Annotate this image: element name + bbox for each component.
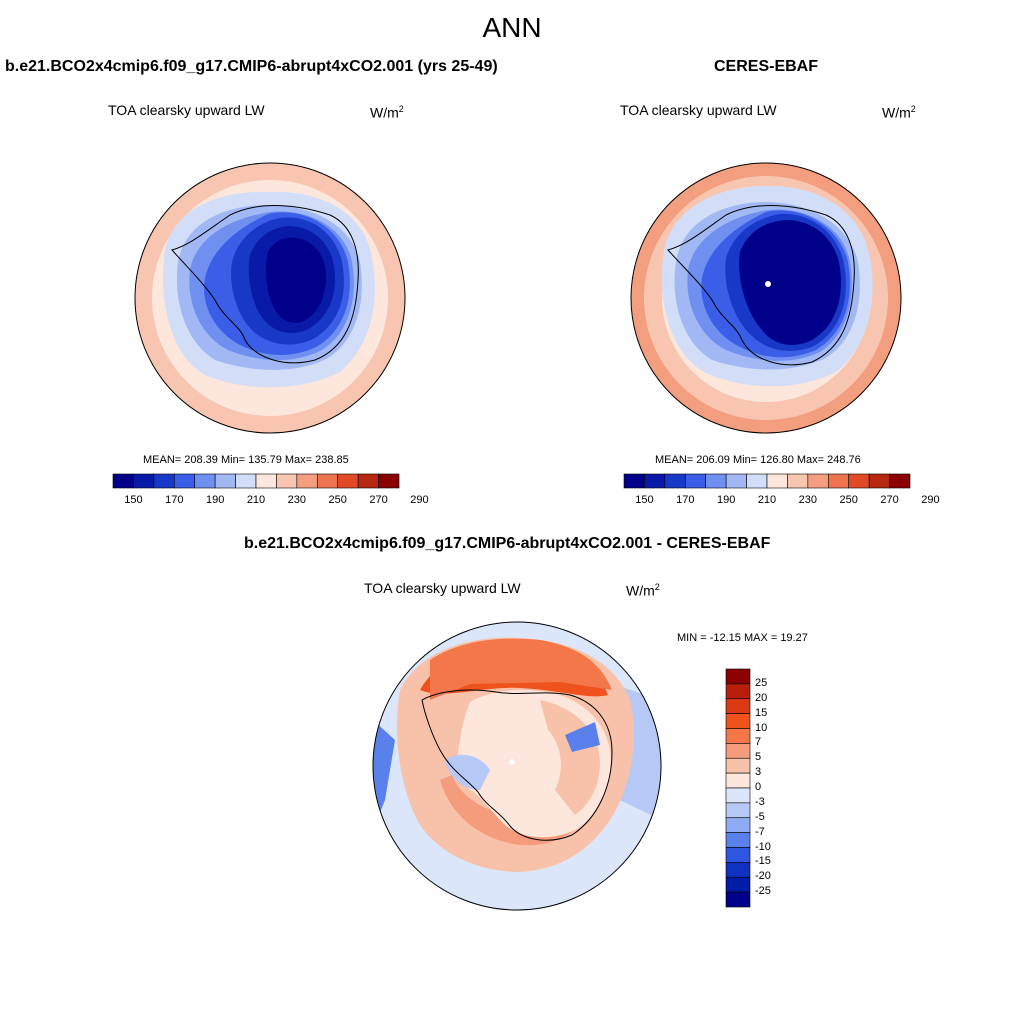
model-colorbar-cell	[276, 473, 298, 489]
diff-stats: MIN = -12.15 MAX = 19.27	[677, 632, 808, 644]
obs-colorbar-cell	[644, 473, 666, 489]
diff-colorbar-tick-label: -25	[755, 885, 771, 898]
model-colorbar	[112, 473, 400, 489]
obs-colorbar-tick-label: 150	[635, 494, 654, 506]
model-colorbar-tick-label: 250	[328, 494, 347, 506]
diff-colorbar-tick-label: -10	[755, 840, 771, 853]
obs-stats: MEAN= 206.09 Min= 126.80 Max= 248.76	[655, 454, 861, 466]
obs-colorbar	[623, 473, 911, 489]
obs-colorbar-cell	[766, 473, 788, 489]
obs-colorbar-cell	[868, 473, 890, 489]
obs-units: W/m2	[882, 104, 916, 121]
main-title: ANN	[482, 12, 542, 43]
diff-colorbar-tick-label: 7	[755, 736, 762, 749]
diff-colorbar-tick-label: -15	[755, 855, 771, 868]
diff-colorbar-tick-label: 5	[755, 751, 762, 764]
model-colorbar-tick-label: 190	[205, 494, 225, 506]
diff-colorbar-cell	[725, 891, 751, 908]
diff-colorbar-tick-label: 15	[755, 706, 768, 719]
obs-colorbar-cell	[623, 473, 645, 489]
model-colorbar-cell	[378, 473, 400, 489]
model-variable-label: TOA clearsky upward LW	[108, 102, 265, 118]
model-colorbar-cell	[112, 473, 134, 489]
obs-colorbar-tick-label: 250	[839, 494, 858, 506]
model-colorbar-cell	[296, 473, 318, 489]
obs-colorbar-tick-label: 210	[757, 494, 777, 506]
diff-colorbar-cell	[725, 713, 751, 729]
obs-colorbar-cell	[746, 473, 768, 489]
model-colorbar-cell	[173, 473, 196, 489]
diff-panel-heading: b.e21.BCO2x4cmip6.f09_g17.CMIP6-abrupt4x…	[244, 535, 771, 552]
obs-colorbar-cell	[725, 473, 747, 489]
model-colorbar-cell	[235, 473, 257, 489]
model-panel-heading: b.e21.BCO2x4cmip6.f09_g17.CMIP6-abrupt4x…	[5, 58, 498, 75]
model-colorbar-tick-label: 270	[369, 494, 388, 506]
model-stats: MEAN= 208.39 Min= 135.79 Max= 238.85	[143, 454, 349, 466]
model-units: W/m2	[370, 104, 404, 121]
diff-colorbar-tick-label: -3	[755, 795, 765, 808]
diff-colorbar-cell	[725, 683, 751, 700]
obs-colorbar-cell	[664, 473, 686, 489]
obs-colorbar-tick-label: 290	[921, 494, 940, 506]
obs-colorbar-tick-label: 270	[880, 494, 899, 506]
diff-colorbar-cell	[725, 728, 751, 744]
model-colorbar-tick-label: 210	[246, 494, 266, 506]
diff-variable-label: TOA clearsky upward LW	[364, 580, 521, 596]
diff-colorbar-cell	[725, 876, 751, 893]
model-polar-map	[135, 163, 405, 433]
diff-colorbar-tick-label: -7	[755, 825, 765, 838]
obs-panel-heading: CERES-EBAF	[714, 58, 819, 75]
obs-colorbar-cell	[705, 473, 727, 489]
diff-colorbar-cell	[725, 668, 751, 685]
model-colorbar-cell	[194, 473, 216, 489]
model-colorbar-cell	[153, 473, 175, 489]
diff-colorbar-cell	[725, 698, 751, 714]
diff-polar-map	[373, 622, 661, 910]
model-colorbar-cell	[357, 473, 379, 489]
model-colorbar-tick-label: 150	[124, 494, 143, 506]
model-colorbar-tick-label: 230	[287, 494, 307, 506]
model-map-border	[134, 162, 406, 434]
diff-colorbar-cell	[725, 847, 751, 863]
diff-colorbar-tick-label: 25	[755, 676, 768, 689]
diff-colorbar-tick-label: -5	[755, 810, 765, 823]
diff-colorbar-cell	[725, 743, 751, 759]
obs-colorbar-cell	[684, 473, 707, 489]
diff-colorbar-cell	[725, 832, 751, 848]
obs-colorbar-tick-label: 190	[716, 494, 736, 506]
model-colorbar-cell	[133, 473, 155, 489]
diff-colorbar-cell	[725, 817, 751, 833]
diff-colorbar-tick-label: 10	[755, 721, 768, 734]
diff-map-border	[372, 621, 662, 911]
obs-colorbar-tick-label: 170	[676, 494, 695, 506]
diff-colorbar-cell	[725, 772, 751, 789]
obs-polar-map	[631, 163, 901, 433]
model-colorbar-tick-label: 170	[165, 494, 184, 506]
diff-units: W/m2	[626, 582, 660, 599]
model-colorbar-cell	[214, 473, 236, 489]
diff-colorbar	[725, 668, 751, 908]
obs-colorbar-cell	[889, 473, 911, 489]
diff-colorbar-tick-label: 20	[755, 691, 768, 704]
diff-colorbar-tick-label: 0	[755, 781, 762, 793]
obs-colorbar-cell	[827, 473, 850, 489]
diff-colorbar-tick-label: -20	[755, 870, 771, 883]
obs-colorbar-cell	[807, 473, 829, 489]
diff-colorbar-cell	[725, 787, 751, 804]
obs-variable-label: TOA clearsky upward LW	[620, 102, 777, 118]
diff-colorbar-tick-label: 3	[755, 766, 762, 779]
obs-map-border	[630, 162, 902, 434]
model-colorbar-cell	[255, 473, 277, 489]
diff-colorbar-cell	[725, 757, 751, 774]
model-colorbar-cell	[337, 473, 359, 489]
obs-colorbar-cell	[848, 473, 870, 489]
model-colorbar-cell	[316, 473, 339, 489]
diff-colorbar-cell	[725, 802, 751, 819]
diff-colorbar-cell	[725, 862, 751, 878]
model-colorbar-tick-label: 290	[410, 494, 429, 506]
obs-colorbar-tick-label: 230	[798, 494, 818, 506]
obs-colorbar-cell	[787, 473, 809, 489]
